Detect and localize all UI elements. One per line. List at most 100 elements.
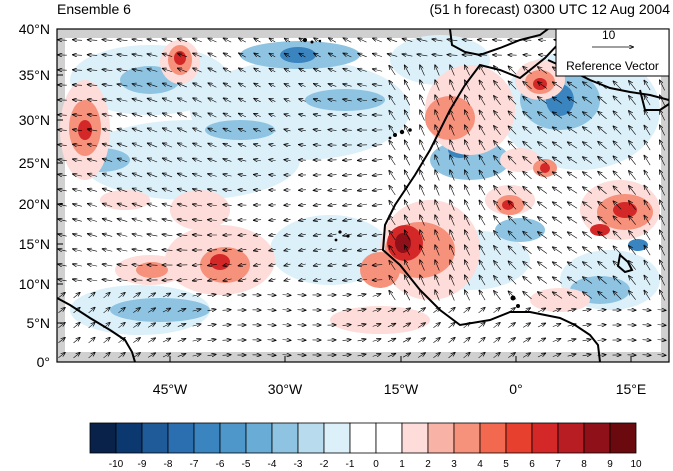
wind-vector	[298, 114, 306, 116]
wind-vector	[464, 80, 470, 91]
wind-vector	[389, 65, 396, 76]
colorbar-label: -4	[267, 459, 277, 470]
wind-vector	[328, 189, 337, 190]
wind-vector	[207, 339, 217, 340]
wind-vector	[313, 145, 322, 146]
wind-vector	[478, 322, 486, 329]
wind-vector	[238, 235, 247, 236]
wind-vector	[192, 235, 203, 236]
wind-vector	[644, 140, 651, 151]
colorbar-label: 5	[503, 459, 509, 470]
wind-vector	[508, 96, 517, 105]
wind-vector	[177, 293, 186, 296]
wind-vector	[389, 80, 396, 91]
wind-vector	[552, 338, 561, 341]
wind-vector	[628, 230, 636, 240]
wind-vector	[537, 323, 546, 328]
lat-label: 0°	[36, 354, 50, 370]
wind-vector	[644, 200, 651, 211]
wind-vector	[118, 352, 125, 359]
wind-vector	[57, 219, 67, 221]
wind-vector	[133, 337, 140, 343]
wind-vector	[479, 260, 486, 271]
colorbar-label: 6	[529, 459, 535, 470]
wind-vector	[268, 279, 276, 281]
wind-vector	[597, 340, 607, 341]
wind-vector	[313, 204, 322, 205]
wind-vector	[267, 340, 277, 341]
wind-vector	[372, 219, 383, 221]
wind-vector	[177, 53, 188, 58]
wind-vector	[132, 158, 143, 163]
wind-vector	[508, 201, 517, 210]
wind-vector	[537, 276, 548, 284]
wind-vector	[493, 337, 500, 344]
wind-vector	[508, 337, 515, 343]
wind-vector	[72, 234, 82, 237]
lat-label: 20°N	[18, 196, 50, 212]
wind-vector	[117, 143, 128, 147]
wind-vector	[177, 158, 188, 163]
wind-vector	[313, 219, 322, 221]
wind-vector	[404, 80, 411, 91]
wind-vector	[357, 189, 368, 191]
wind-vector	[87, 189, 98, 192]
wind-vector	[628, 155, 636, 165]
wind-vector	[582, 217, 593, 224]
wind-vector	[522, 261, 532, 270]
wind-vector	[253, 68, 261, 73]
wind-vector	[644, 125, 651, 136]
wind-vector	[389, 230, 396, 241]
wind-vector	[508, 171, 517, 180]
wind-vector	[659, 290, 665, 301]
wind-vector	[402, 38, 413, 42]
wind-vector	[117, 218, 128, 222]
wind-vector	[282, 340, 292, 341]
wind-vector	[479, 95, 486, 106]
wind-vector	[435, 244, 440, 256]
wind-vector	[313, 264, 322, 266]
wind-vector	[328, 53, 337, 58]
wind-vector	[552, 202, 563, 209]
wind-vector	[223, 98, 232, 103]
wind-vector	[87, 99, 98, 100]
wind-vector	[267, 355, 277, 356]
wind-vector	[177, 128, 187, 133]
wind-vector	[147, 188, 158, 193]
wind-vector	[478, 352, 486, 359]
wind-vector	[238, 144, 247, 147]
wind-vector	[597, 126, 607, 135]
wind-vector	[567, 309, 577, 311]
colorbar-label: 4	[477, 459, 483, 470]
wind-vector	[284, 99, 291, 102]
wind-vector	[537, 308, 546, 313]
wind-vector	[418, 353, 425, 358]
wind-vector	[493, 230, 501, 240]
wind-vector	[628, 95, 636, 105]
wind-vector	[298, 204, 306, 205]
wind-vector	[313, 53, 321, 58]
wind-vector	[567, 187, 578, 194]
wind-vector	[223, 159, 232, 162]
colorbar-swatch	[583, 422, 611, 454]
wind-vector	[464, 245, 470, 256]
wind-vector	[238, 53, 246, 58]
wind-vector	[464, 290, 470, 301]
wind-vector	[132, 39, 143, 41]
wind-vector	[162, 158, 173, 163]
colorbar-label: 3	[451, 459, 457, 470]
wind-vector	[147, 68, 158, 72]
wind-vector	[283, 234, 291, 235]
wind-vector	[328, 219, 337, 221]
wind-vector	[162, 173, 173, 178]
wind-vector	[208, 38, 217, 43]
wind-vector	[582, 339, 592, 341]
wind-vector	[537, 171, 548, 179]
wind-vector	[147, 353, 156, 358]
wind-vector	[464, 215, 470, 226]
wind-vector	[254, 38, 261, 43]
wind-vector	[582, 292, 593, 299]
lon-label: 45°W	[152, 381, 188, 397]
wind-vector	[298, 264, 306, 266]
wind-vector	[72, 129, 83, 130]
